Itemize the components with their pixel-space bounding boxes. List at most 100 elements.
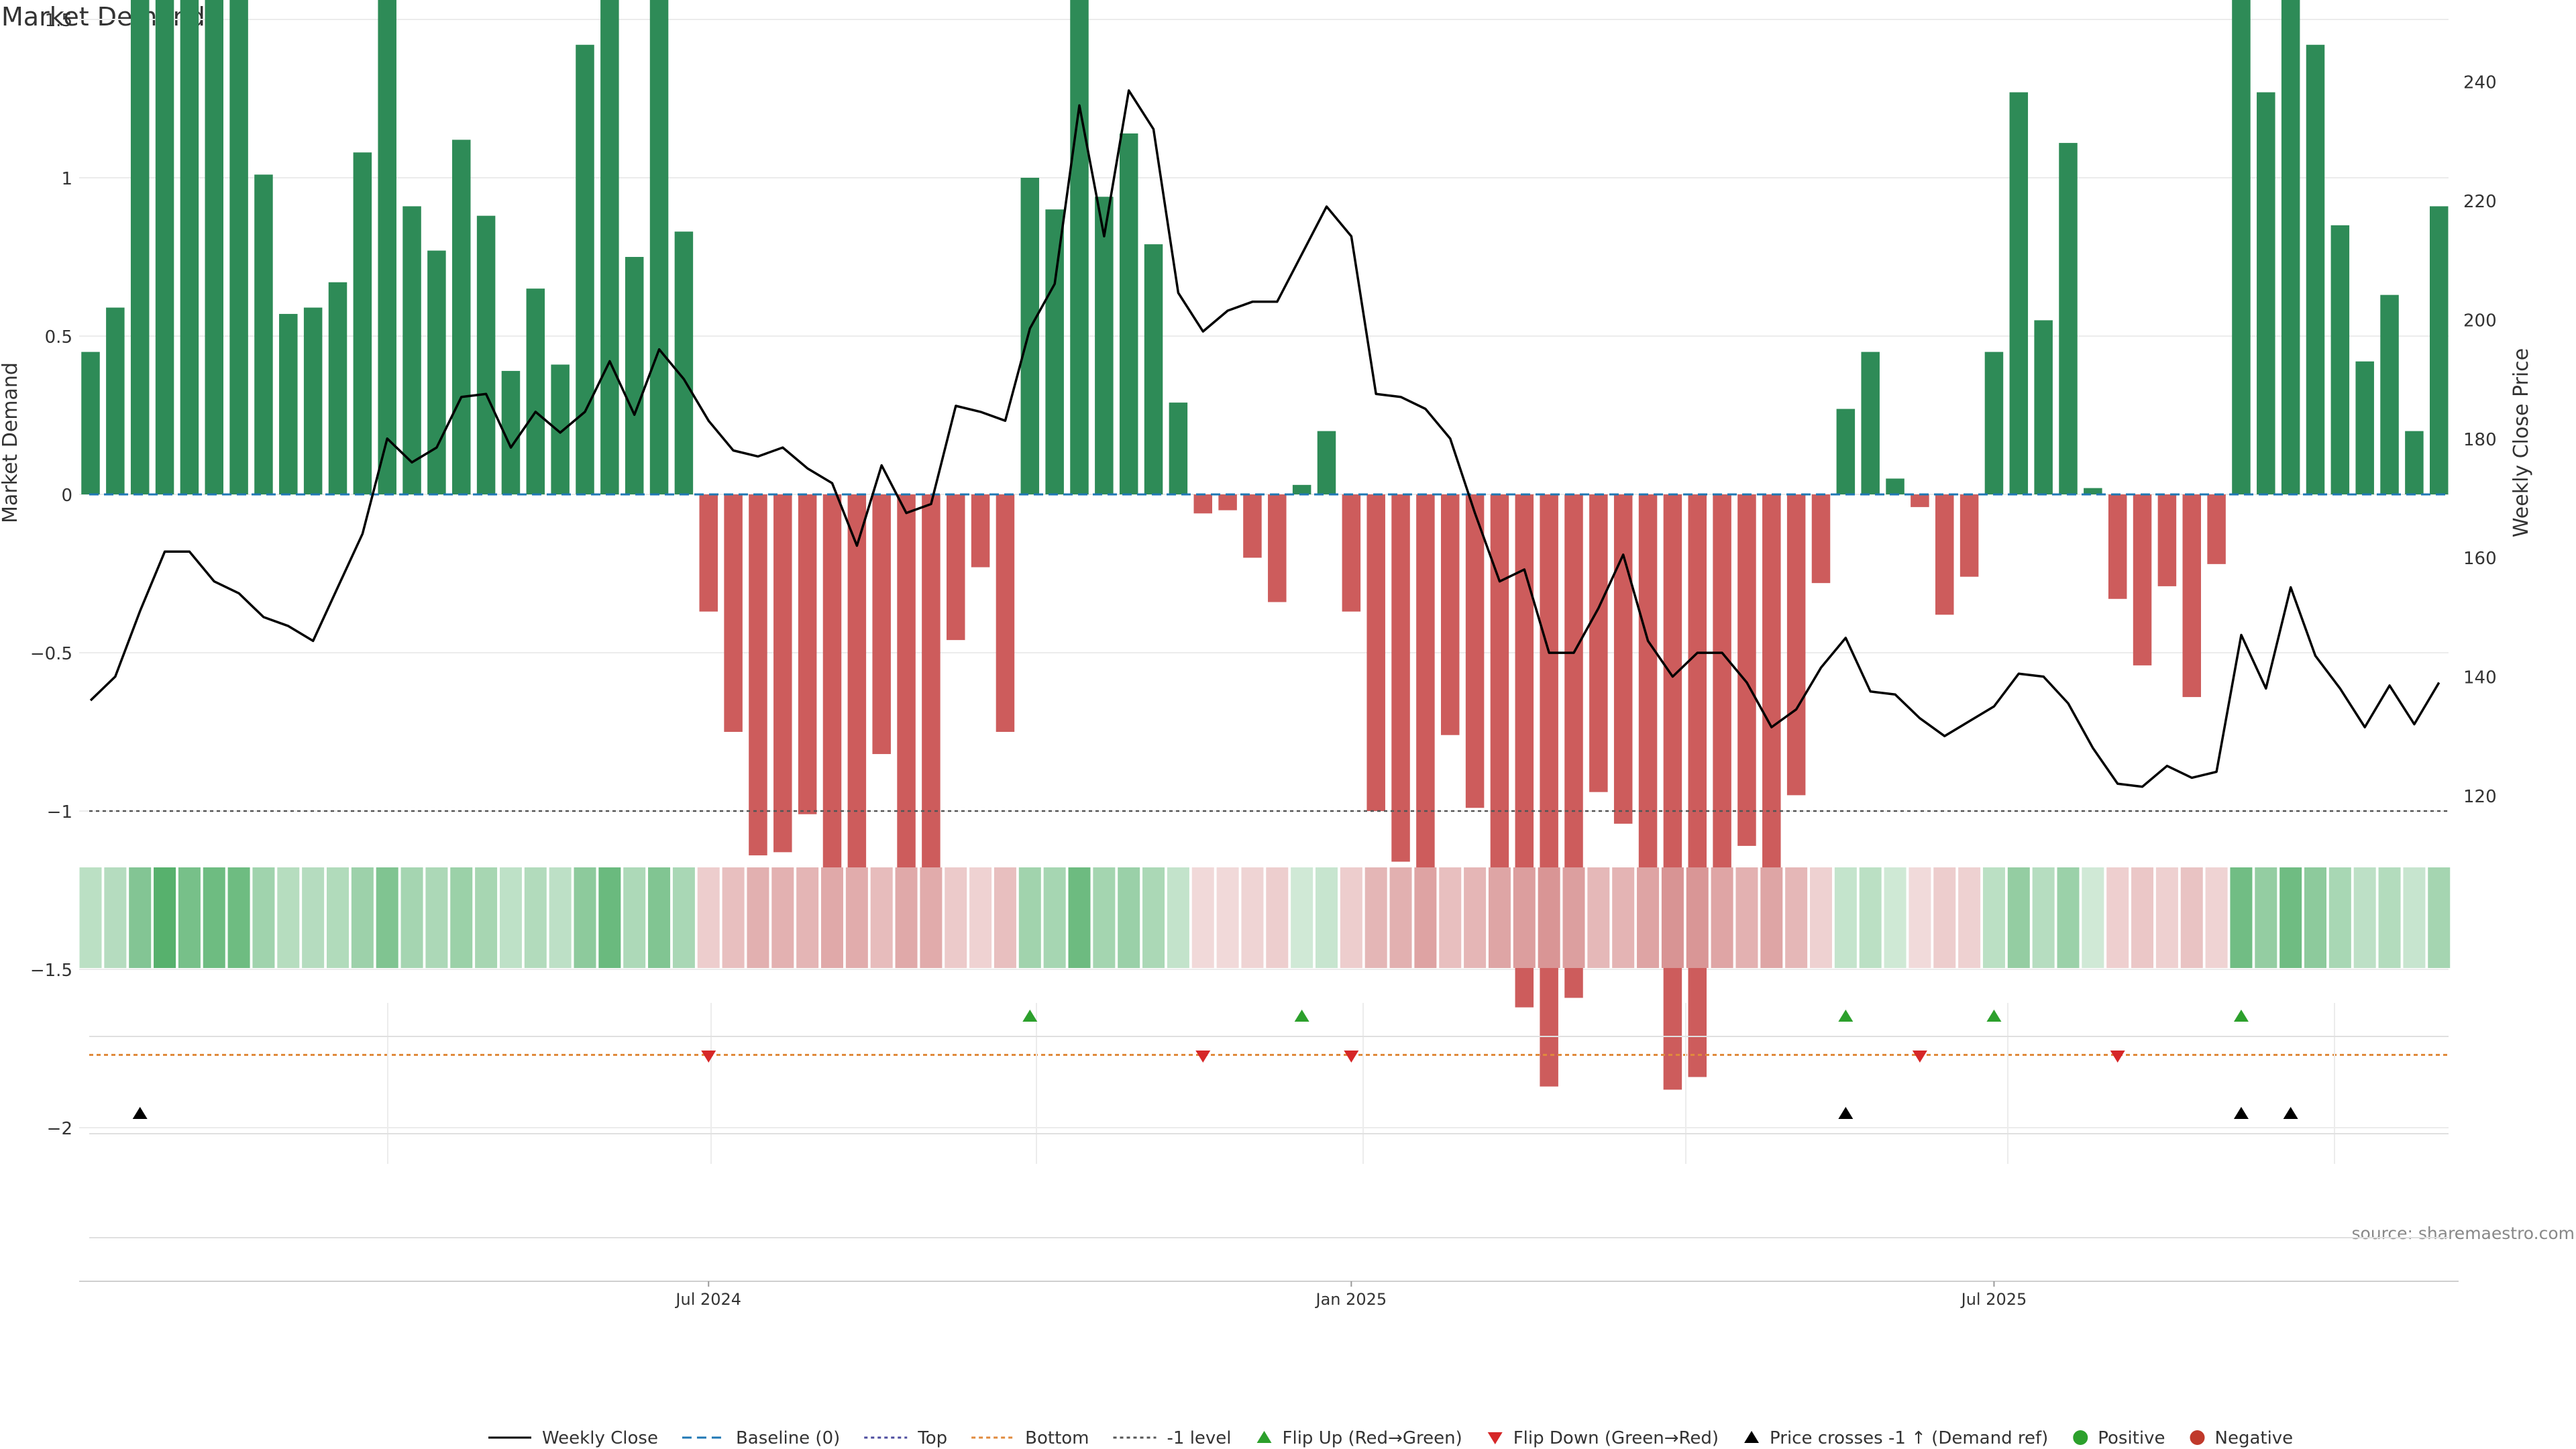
heat-cell: [1118, 867, 1140, 968]
y2-tick-label: 140: [2463, 668, 2497, 688]
negative-demand-bar: [847, 494, 867, 890]
heat-cell: [178, 867, 201, 968]
heat-cell: [1859, 867, 1882, 968]
heat-cell: [1191, 867, 1214, 968]
heat-cell: [2032, 867, 2055, 968]
y-tick-label: 1: [61, 169, 72, 189]
negative-demand-bar: [971, 494, 990, 568]
heat-cell: [870, 867, 893, 968]
weekly-close-line: [89, 89, 2440, 788]
legend-item: Baseline (0): [682, 1428, 840, 1448]
flip-down-marker: [1912, 1051, 1927, 1063]
legend-item: Flip Down (Green→Red): [1487, 1428, 1719, 1448]
legend-item: Negative: [2190, 1428, 2293, 1448]
heat-cell: [845, 867, 868, 968]
heat-cell: [1785, 867, 1808, 968]
positive-demand-bar: [576, 44, 594, 494]
heat-cell: [1884, 867, 1907, 968]
heat-cell: [1735, 867, 1758, 968]
legend-item: Top: [864, 1428, 947, 1448]
y2-tick-label: 160: [2463, 549, 2497, 569]
heat-cell: [400, 867, 423, 968]
legend-label: Positive: [2098, 1428, 2165, 1448]
y2-tick-label: 220: [2463, 192, 2497, 212]
heat-cell: [1439, 867, 1462, 968]
positive-demand-bar: [205, 0, 223, 494]
heat-cell: [302, 867, 325, 968]
positive-demand-bar: [427, 250, 446, 494]
negative-demand-bar: [1737, 494, 1756, 846]
positive-demand-bar: [2281, 0, 2300, 494]
positive-demand-bar: [2430, 206, 2449, 494]
heat-cell: [2131, 867, 2154, 968]
flip-up-marker: [1294, 1010, 1309, 1022]
negative-demand-bar: [1243, 494, 1262, 558]
heat-cell: [1810, 867, 1832, 968]
heat-cell: [722, 867, 745, 968]
flip-up-marker: [1022, 1010, 1038, 1022]
price-cross-marker: [2283, 1107, 2298, 1119]
heat-cell: [1538, 867, 1560, 968]
positive-demand-bar: [649, 0, 669, 494]
heat-cell: [1340, 867, 1362, 968]
positive-demand-bar: [2009, 92, 2029, 494]
legend-label: Flip Down (Green→Red): [1513, 1428, 1719, 1448]
heat-cell: [327, 867, 349, 968]
positive-demand-bar: [130, 0, 150, 495]
negative-demand-bar: [2157, 494, 2177, 586]
negative-demand-bar: [2108, 494, 2127, 599]
heat-cell: [129, 867, 152, 968]
event-panels: [79, 1003, 2459, 1282]
positive-demand-bar: [2232, 0, 2251, 494]
heat-cell: [1513, 867, 1536, 968]
heat-cell: [623, 867, 646, 968]
heat-cell: [1933, 867, 1956, 968]
positive-demand-bar: [1169, 402, 1188, 494]
heat-cell: [227, 867, 250, 968]
legend-negative-dot-icon: [2190, 1430, 2205, 1445]
x-tick-label: Jan 2025: [1314, 1290, 1387, 1309]
heat-cell: [1068, 867, 1091, 968]
heat-cell: [2403, 867, 2426, 968]
source-note: source: sharemaestro.com: [2352, 1224, 2575, 1243]
positive-demand-bar: [353, 152, 372, 495]
positive-demand-bar: [2306, 44, 2325, 494]
chart-title: Market Demand: [1, 2, 205, 32]
heat-cell: [1216, 867, 1239, 968]
heat-cell: [2007, 867, 2030, 968]
y2-axis-ticks: 120 140 160 180 200 220 240: [2463, 73, 2497, 807]
y2-tick-label: 200: [2463, 311, 2497, 331]
heat-cell: [104, 867, 127, 968]
positive-demand-bar: [1836, 409, 1856, 494]
heat-cell: [1661, 867, 1684, 968]
negative-demand-bar: [822, 494, 842, 913]
y2-tick-label: 120: [2463, 787, 2497, 807]
heat-cell: [203, 867, 225, 968]
heat-cell: [351, 867, 374, 968]
heat-cell: [2353, 867, 2376, 968]
demand-heat-strip: [79, 867, 2451, 968]
x-axis-ticks: Jul 2024 Jan 2025 Jul 2025: [674, 1281, 2027, 1309]
negative-demand-bar: [1960, 494, 1979, 577]
heat-cell: [2328, 867, 2351, 968]
heat-cell: [1637, 867, 1660, 968]
positive-demand-bar: [1886, 478, 1904, 494]
heat-cell: [549, 867, 572, 968]
heat-cell: [771, 867, 794, 968]
positive-demand-bar: [476, 215, 496, 494]
heat-cell: [648, 867, 671, 968]
heat-cell: [1760, 867, 1783, 968]
flip-down-marker: [1344, 1051, 1359, 1063]
positive-demand-bar: [1020, 178, 1040, 494]
heat-cell: [252, 867, 275, 968]
heat-cell: [1018, 867, 1041, 968]
heat-cell: [1364, 867, 1387, 968]
positive-demand-bar: [155, 0, 174, 494]
positive-demand-bar: [2257, 92, 2275, 494]
heat-cell: [2304, 867, 2326, 968]
legend-flip-down-icon: [1487, 1432, 1503, 1444]
heat-cell: [79, 867, 102, 968]
heat-cell: [499, 867, 522, 968]
heat-cell: [2279, 867, 2302, 968]
positive-demand-bar: [1070, 0, 1089, 495]
